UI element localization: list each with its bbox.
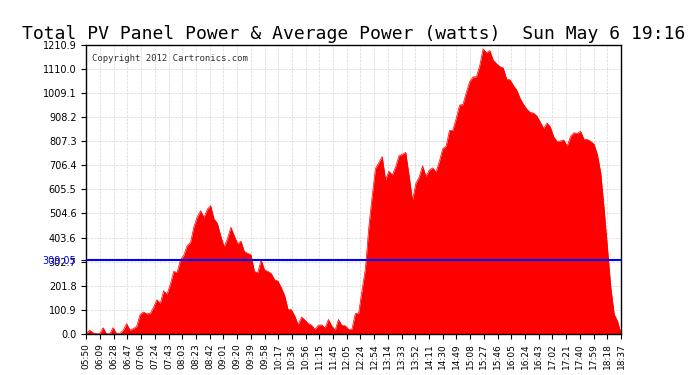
Title: Total PV Panel Power & Average Power (watts)  Sun May 6 19:16: Total PV Panel Power & Average Power (wa… — [22, 26, 685, 44]
Text: Copyright 2012 Cartronics.com: Copyright 2012 Cartronics.com — [92, 54, 248, 63]
